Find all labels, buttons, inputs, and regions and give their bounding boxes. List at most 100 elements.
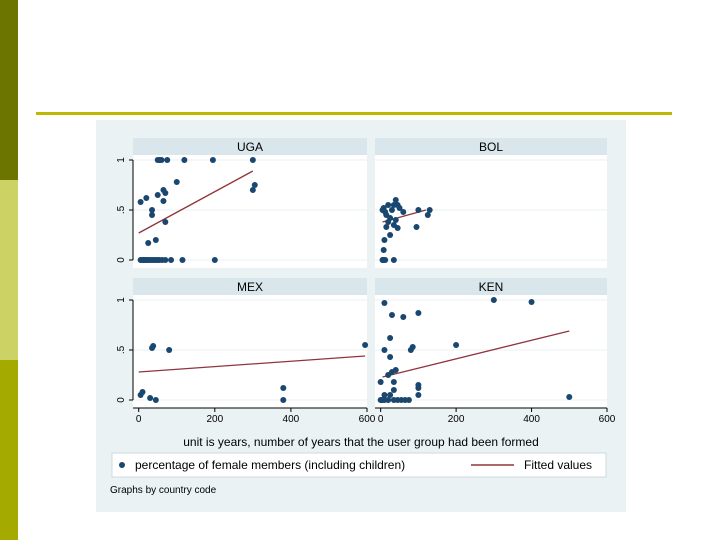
panel-strip-KEN [375,278,607,295]
data-point-BOL-6 [387,232,394,238]
data-point-BOL-10 [392,217,399,223]
data-point-UGA-25 [160,198,167,204]
data-point-BOL-19 [388,207,395,213]
x-tick-label-KEN-2: 400 [523,414,540,425]
data-point-UGA-34 [158,157,165,163]
data-point-BOL-25 [415,207,422,213]
data-point-MEX-8 [280,385,287,391]
data-point-UGA-22 [149,207,156,213]
data-point-BOL-2 [382,257,389,263]
data-point-KEN-19 [388,369,395,375]
data-point-BOL-4 [380,247,387,253]
data-point-BOL-23 [396,205,403,211]
data-point-KEN-8 [405,397,412,403]
data-point-KEN-26 [381,300,388,306]
data-point-UGA-37 [209,157,216,163]
y-tick-label-UGA-1: .5 [116,205,127,214]
data-point-KEN-28 [400,314,407,320]
data-point-KEN-20 [387,354,394,360]
data-point-UGA-35 [164,157,171,163]
data-point-BOL-18 [387,215,394,221]
x-tick-label-KEN-3: 600 [599,414,616,425]
y-tick-label-MEX-1: .5 [116,345,127,354]
data-point-UGA-30 [249,187,256,193]
graphs-by-note: Graphs by country code [110,485,217,496]
data-point-KEN-24 [453,342,460,348]
y-tick-label-UGA-0: 0 [116,257,127,263]
data-point-KEN-31 [528,299,535,305]
data-point-UGA-26 [154,192,161,198]
data-point-KEN-14 [390,379,397,385]
legend-label-points: percentage of female members (including … [135,458,405,472]
legend-marker [119,462,125,468]
data-point-BOL-3 [390,257,397,263]
panel-title-UGA: UGA [237,140,263,154]
x-tick-label-MEX-2: 400 [283,414,300,425]
data-point-UGA-29 [173,179,180,185]
panel-plot-area-UGA [133,155,367,268]
data-point-MEX-1 [139,389,146,395]
data-point-UGA-17 [211,257,218,263]
fit-line-MEX [138,355,366,373]
y-tick-label-MEX-0: 0 [116,397,127,403]
legend-label-fit: Fitted values [524,458,592,472]
data-point-UGA-28 [160,187,167,193]
data-point-BOL-11 [413,224,420,230]
panel-title-KEN: KEN [479,280,504,294]
panel-strip-BOL [375,138,607,155]
slide-band-middle [0,180,18,360]
data-point-BOL-9 [394,225,401,231]
data-point-MEX-6 [166,347,173,353]
data-point-KEN-9 [381,392,388,398]
data-point-KEN-12 [390,387,397,393]
y-tick-label-MEX-2: 1 [116,297,127,303]
data-point-UGA-24 [143,195,150,201]
panel-title-MEX: MEX [237,280,263,294]
data-point-BOL-7 [383,224,390,230]
y-tick-label-UGA-2: 1 [116,157,127,163]
scatter-figure: UGA 0 .5 1 BOL MEX 0 .5 1 0 200 400 600 KEN 0 200 400 600… [96,120,626,512]
data-point-KEN-11 [415,392,422,398]
x-tick-label-MEX-0: 0 [136,414,142,425]
fit-line-UGA [138,170,254,234]
panel-plot-area-KEN [375,295,607,408]
data-point-UGA-20 [162,219,169,225]
panels: UGA 0 .5 1 BOL MEX 0 .5 1 0 200 400 600 KEN 0 200 400 600 [116,138,616,425]
data-point-KEN-13 [377,379,384,385]
data-point-UGA-36 [181,157,188,163]
data-point-KEN-29 [415,310,422,316]
title-rule [36,112,672,115]
data-point-MEX-2 [147,395,154,401]
data-point-MEX-3 [152,397,159,403]
data-point-KEN-3 [385,397,392,403]
fit-line-KEN [382,330,570,378]
data-point-MEX-5 [150,343,157,349]
data-point-BOL-17 [385,202,392,208]
panel-strip-MEX [133,278,367,295]
data-point-UGA-16 [179,257,186,263]
data-point-BOL-5 [381,237,388,243]
data-point-KEN-21 [381,347,388,353]
data-point-BOL-26 [424,212,431,218]
data-point-BOL-27 [426,207,433,213]
data-point-UGA-18 [145,240,152,246]
panel-title-BOL: BOL [479,140,503,154]
data-point-KEN-23 [409,344,416,350]
data-point-UGA-31 [251,182,258,188]
legend: percentage of female members (including … [111,452,607,478]
x-tick-label-KEN-1: 200 [448,414,465,425]
x-axis-title: unit is years, number of years that the … [183,435,539,449]
data-point-KEN-25 [387,335,394,341]
data-point-KEN-30 [490,297,497,303]
data-point-UGA-23 [137,199,144,205]
panel-strip-UGA [133,138,367,155]
data-point-KEN-32 [566,394,573,400]
data-point-KEN-10 [387,392,394,398]
x-tick-label-MEX-3: 600 [359,414,376,425]
slide-band-bottom [0,360,18,540]
panel-plot-area-BOL [375,155,607,268]
x-tick-label-MEX-1: 200 [206,414,223,425]
data-point-UGA-19 [152,237,159,243]
slide-band-top [0,0,18,180]
data-point-KEN-16 [415,382,422,388]
